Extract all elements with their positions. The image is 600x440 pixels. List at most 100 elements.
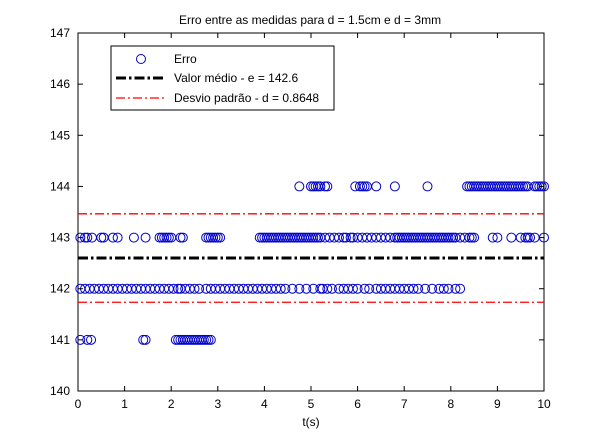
legend-marker-erro [136, 54, 146, 64]
data-point [518, 181, 529, 192]
data-point [128, 232, 139, 243]
y-tick-label: 143 [50, 231, 70, 245]
x-tick-label: 10 [537, 397, 551, 411]
data-point [326, 283, 337, 294]
data-point [189, 283, 200, 294]
y-tick-label: 140 [50, 384, 70, 398]
data-point [138, 334, 149, 345]
data-point [198, 334, 209, 345]
data-point [168, 283, 179, 294]
x-axis-label: t(s) [302, 415, 319, 429]
data-point [487, 232, 498, 243]
data-point [443, 232, 454, 243]
data-point [308, 181, 319, 192]
data-point [455, 283, 466, 294]
data-point [469, 232, 480, 243]
data-point [525, 232, 536, 243]
data-point [212, 232, 223, 243]
data-point [413, 283, 424, 294]
x-axis: 0 1 2 3 4 5 6 7 8 9 10 [75, 33, 551, 411]
x-tick-label: 2 [168, 397, 175, 411]
data-point [389, 181, 400, 192]
x-tick-label: 0 [75, 397, 82, 411]
data-point [536, 181, 547, 192]
data-point [201, 334, 212, 345]
data-point [464, 232, 475, 243]
data-point [450, 283, 461, 294]
data-point [345, 232, 356, 243]
data-point [492, 232, 503, 243]
data-point [140, 232, 151, 243]
data-point [75, 334, 86, 345]
data-point [107, 232, 118, 243]
x-tick-label: 5 [308, 397, 315, 411]
x-tick-label: 6 [354, 397, 361, 411]
data-point [340, 232, 351, 243]
data-point [315, 181, 326, 192]
data-point [422, 181, 433, 192]
x-tick-label: 1 [121, 397, 128, 411]
data-point [322, 181, 333, 192]
data-point [322, 283, 333, 294]
data-point [408, 283, 419, 294]
y-tick-label: 142 [50, 282, 70, 296]
data-point [215, 232, 226, 243]
y-tick-label: 144 [50, 179, 70, 193]
data-point [194, 283, 205, 294]
data-point [112, 232, 123, 243]
data-point [448, 232, 459, 243]
x-tick-label: 3 [214, 397, 221, 411]
y-tick-label: 147 [50, 26, 70, 40]
data-point [161, 232, 172, 243]
data-point [203, 334, 214, 345]
data-point [163, 232, 174, 243]
data-point [438, 283, 449, 294]
data-point [140, 334, 151, 345]
data-point [359, 283, 370, 294]
erro-points [75, 181, 549, 345]
data-point [173, 283, 184, 294]
data-point [86, 334, 97, 345]
legend-label-std: Desvio padrão - d = 0.8648 [174, 91, 319, 105]
data-point [177, 232, 188, 243]
data-point [420, 283, 431, 294]
data-point [208, 232, 219, 243]
data-point [96, 232, 107, 243]
data-point [287, 283, 298, 294]
legend-label-erro: Erro [174, 52, 197, 66]
y-tick-label: 146 [50, 77, 70, 91]
data-point [294, 283, 305, 294]
legend: Erro Valor médio - e = 142.6 Desvio padr… [110, 45, 335, 111]
x-tick-label: 9 [494, 397, 501, 411]
chart-title: Erro entre as medidas para d = 1.5cm e d… [179, 13, 441, 27]
data-point [75, 232, 86, 243]
y-tick-label: 145 [50, 128, 70, 142]
data-point [466, 232, 477, 243]
y-tick-label: 141 [50, 333, 70, 347]
data-point [210, 232, 221, 243]
data-point [359, 181, 370, 192]
data-point [333, 232, 344, 243]
data-point [347, 283, 358, 294]
legend-label-mean: Valor médio - e = 142.6 [174, 71, 299, 85]
x-tick-label: 4 [261, 397, 268, 411]
data-point [319, 181, 330, 192]
data-point [308, 232, 319, 243]
x-tick-label: 8 [447, 397, 454, 411]
data-point [427, 283, 438, 294]
data-point [443, 283, 454, 294]
data-point [371, 181, 382, 192]
data-point [301, 283, 312, 294]
data-point [294, 181, 305, 192]
data-point [352, 283, 363, 294]
data-point [364, 283, 375, 294]
data-point [354, 181, 365, 192]
data-point [175, 232, 186, 243]
reference-lines [78, 213, 544, 303]
data-point [312, 232, 323, 243]
data-point [522, 232, 533, 243]
data-point [205, 334, 216, 345]
data-point [515, 181, 526, 192]
data-point [357, 181, 368, 192]
